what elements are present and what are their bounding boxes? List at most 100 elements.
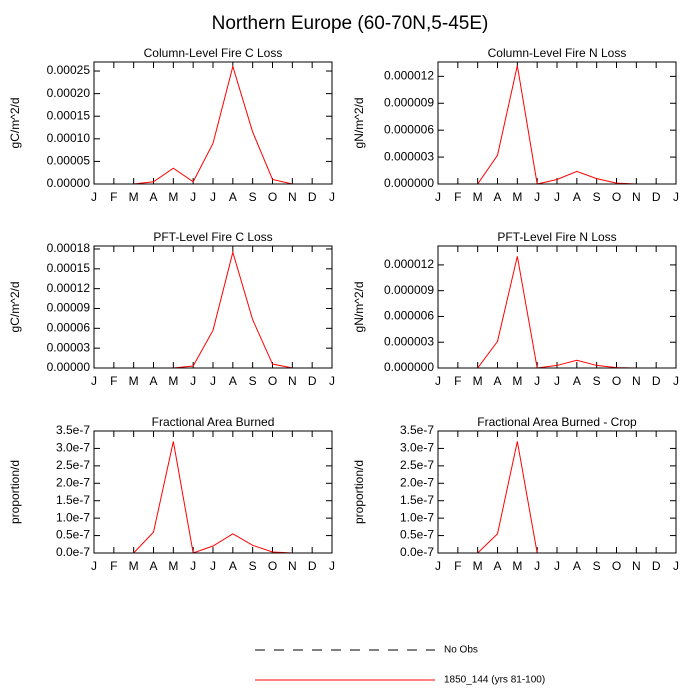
panel-title: Fractional Area Burned - Crop	[477, 415, 637, 429]
x-tick-label: F	[454, 190, 461, 204]
y-tick-label: 1.0e-7	[56, 510, 90, 524]
x-tick-label: J	[534, 374, 540, 388]
y-tick-label: 0.00018	[47, 241, 91, 255]
x-tick-label: O	[612, 559, 621, 573]
x-tick-label: N	[632, 190, 641, 204]
x-tick-label: J	[329, 190, 335, 204]
plot-frame	[437, 430, 677, 554]
y-tick-label: 0.000009	[384, 95, 434, 109]
x-tick-label: J	[210, 559, 216, 573]
x-tick-label: M	[473, 190, 483, 204]
x-tick-label: J	[91, 374, 97, 388]
plot-frame	[437, 245, 677, 369]
y-tick-label: 0.00005	[47, 154, 91, 168]
y-tick-label: 0.0e-7	[56, 545, 90, 559]
y-tick-label: 0.0e-7	[400, 545, 434, 559]
y-axis-label: proportion/d	[8, 460, 22, 524]
panel-title: PFT-Level Fire C Loss	[153, 230, 272, 244]
y-tick-label: 1.5e-7	[400, 493, 434, 507]
y-tick-label: 0.00015	[47, 261, 91, 275]
y-tick-label: 2.5e-7	[56, 458, 90, 472]
y-tick-label: 0.00015	[47, 108, 91, 122]
y-tick-label: 0.000006	[384, 122, 434, 136]
y-axis-label: proportion/d	[352, 460, 366, 524]
x-tick-label: A	[149, 190, 157, 204]
y-tick-label: 0.00020	[47, 86, 91, 100]
y-tick-label: 0.000009	[384, 283, 434, 297]
x-tick-label: F	[110, 374, 117, 388]
x-tick-label: A	[229, 374, 237, 388]
x-tick-label: N	[632, 559, 641, 573]
panel: Fractional Area Burned - Crop proportion/…	[352, 415, 679, 573]
x-tick-label: J	[554, 374, 560, 388]
y-tick-label: 1.5e-7	[56, 493, 90, 507]
x-tick-label: D	[652, 559, 661, 573]
x-tick-label: J	[435, 374, 441, 388]
x-tick-label: J	[190, 190, 196, 204]
y-tick-label: 3.0e-7	[400, 441, 434, 455]
x-tick-label: D	[652, 374, 661, 388]
panel: PFT-Level Fire N Loss gN/m^2/d 0.000000 0.0…	[352, 230, 679, 388]
x-tick-label: M	[129, 190, 139, 204]
y-tick-label: 3.5e-7	[400, 423, 434, 437]
x-tick-label: N	[288, 374, 297, 388]
y-tick-label: 0.5e-7	[400, 528, 434, 542]
x-tick-label: M	[168, 190, 178, 204]
data-line	[438, 256, 676, 369]
panel-title: PFT-Level Fire N Loss	[497, 230, 616, 244]
x-tick-label: A	[573, 559, 581, 573]
y-tick-label: 0.00000	[47, 176, 91, 190]
plot-frame	[93, 61, 333, 185]
y-tick-label: 3.5e-7	[56, 423, 90, 437]
x-tick-label: S	[593, 190, 601, 204]
panel: Fractional Area Burned proportion/d 0.0e-7…	[8, 415, 335, 573]
data-line	[438, 441, 538, 554]
y-tick-label: 0.000003	[384, 334, 434, 348]
y-axis-label: gC/m^2/d	[8, 98, 22, 149]
x-tick-label: N	[288, 559, 297, 573]
x-tick-label: S	[249, 559, 257, 573]
x-tick-label: D	[308, 559, 317, 573]
y-tick-label: 2.0e-7	[56, 475, 90, 489]
legend-label: 1850_144 (yrs 81-100)	[444, 675, 545, 686]
plot-frame	[93, 430, 333, 554]
panel: Column-Level Fire N Loss gN/m^2/d 0.000000…	[352, 46, 679, 204]
x-tick-label: F	[110, 190, 117, 204]
y-tick-label: 0.00000	[47, 360, 91, 374]
y-tick-label: 0.000000	[384, 360, 434, 374]
x-tick-label: J	[190, 374, 196, 388]
x-tick-label: A	[573, 374, 581, 388]
y-tick-label: 0.00003	[47, 340, 91, 354]
panel-title: Column-Level Fire N Loss	[488, 46, 627, 60]
x-tick-label: F	[454, 374, 461, 388]
x-tick-label: A	[493, 374, 501, 388]
x-tick-label: O	[268, 374, 277, 388]
legend-label: No Obs	[444, 645, 478, 656]
x-tick-label: J	[329, 374, 335, 388]
y-tick-label: 0.00006	[47, 320, 91, 334]
y-tick-label: 0.000003	[384, 149, 434, 163]
figure-title: Northern Europe (60-70N,5-45E)	[212, 13, 489, 34]
x-tick-label: A	[493, 190, 501, 204]
x-tick-label: D	[308, 374, 317, 388]
x-tick-label: M	[129, 374, 139, 388]
x-tick-label: F	[110, 559, 117, 573]
x-tick-label: M	[473, 559, 483, 573]
y-tick-label: 0.00025	[47, 63, 91, 77]
x-tick-label: O	[612, 190, 621, 204]
x-tick-label: J	[534, 559, 540, 573]
panel: Column-Level Fire C Loss gC/m^2/d 0.00000 0…	[8, 46, 335, 204]
x-tick-label: J	[91, 190, 97, 204]
y-axis-label: gN/m^2/d	[352, 98, 366, 149]
y-tick-label: 0.00009	[47, 301, 91, 315]
x-tick-label: A	[149, 559, 157, 573]
y-tick-label: 0.000012	[384, 69, 434, 83]
x-tick-label: S	[593, 374, 601, 388]
panel-title: Column-Level Fire C Loss	[144, 46, 283, 60]
y-tick-label: 2.5e-7	[400, 458, 434, 472]
x-tick-label: F	[454, 559, 461, 573]
x-tick-label: J	[435, 559, 441, 573]
y-tick-label: 3.0e-7	[56, 441, 90, 455]
x-tick-label: N	[288, 190, 297, 204]
